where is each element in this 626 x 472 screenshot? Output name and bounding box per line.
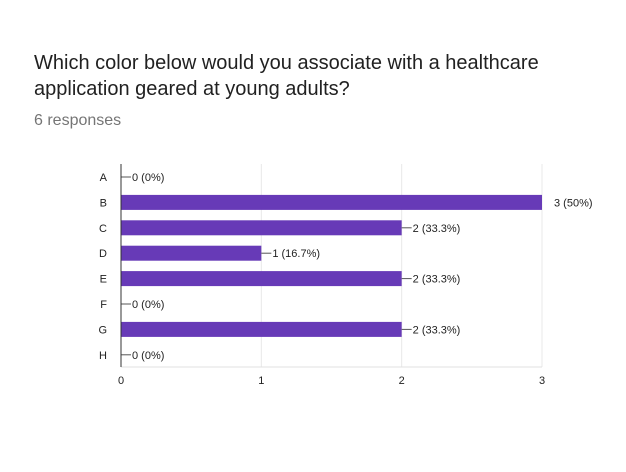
data-label: 0 (0%) [132, 350, 164, 362]
category-label: G [98, 324, 107, 336]
data-label: 2 (33.3%) [413, 223, 461, 235]
bar [121, 245, 262, 261]
category-label: C [99, 223, 107, 235]
data-label: 3 (50%) [554, 197, 593, 209]
data-label: 1 (16.7%) [272, 248, 320, 260]
bar [121, 321, 402, 337]
x-tick-label: 2 [399, 375, 405, 387]
category-label: A [100, 172, 108, 184]
category-label: F [100, 299, 107, 311]
category-label: D [99, 248, 107, 260]
category-label: H [99, 350, 107, 362]
response-count: 6 responses [34, 112, 122, 129]
bar [121, 271, 402, 287]
bar [121, 220, 402, 236]
data-label: 2 (33.3%) [413, 324, 461, 336]
data-label: 2 (33.3%) [413, 274, 461, 286]
x-tick-label: 3 [539, 375, 545, 387]
data-label: 0 (0%) [132, 299, 164, 311]
category-label: B [100, 197, 107, 209]
x-tick-label: 0 [118, 375, 124, 387]
x-tick-label: 1 [258, 375, 264, 387]
data-label: 0 (0%) [132, 172, 164, 184]
bar [121, 194, 542, 210]
question-title: Which color below would you associate wi… [34, 52, 539, 100]
category-label: E [100, 274, 107, 286]
